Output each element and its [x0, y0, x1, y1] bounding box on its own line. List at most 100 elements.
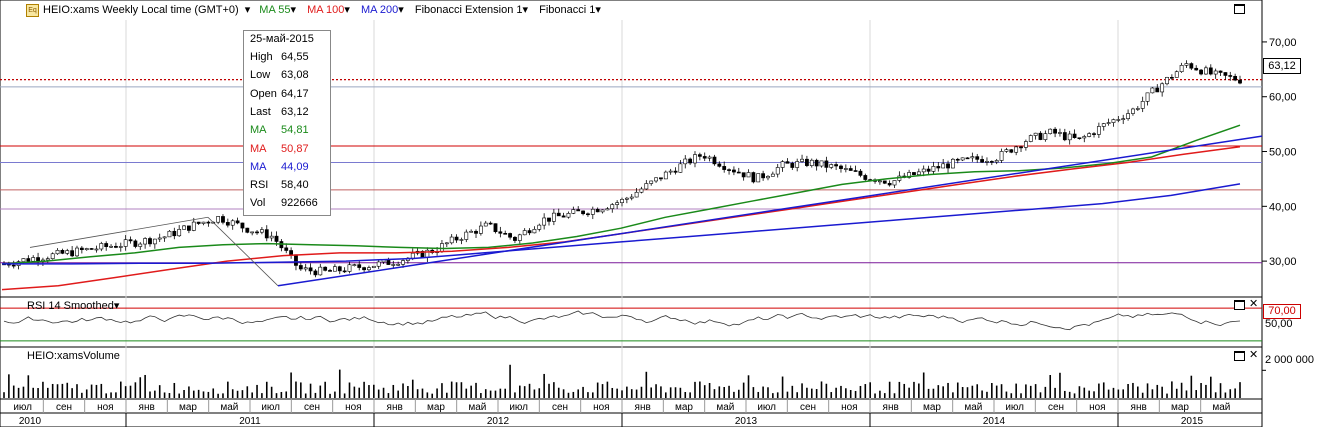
year-tick-label: 2014	[983, 416, 1006, 427]
candle-body	[785, 161, 790, 164]
candle-body	[444, 242, 449, 245]
candle-body	[284, 247, 289, 251]
rsi-panel-close-button[interactable]: ✕	[1249, 298, 1259, 310]
tooltip-value: 922666	[278, 197, 318, 210]
candle-body	[503, 233, 508, 235]
volume-panel-title: HEIO:xamsVolume	[27, 350, 120, 362]
tooltip-key: High	[250, 51, 273, 63]
indicator-ma100[interactable]: MA 100	[307, 4, 345, 16]
candle-body	[201, 221, 206, 224]
candle-body	[308, 267, 313, 272]
candle-body	[313, 270, 318, 276]
candle-body	[196, 221, 201, 224]
candle-body	[1228, 75, 1233, 77]
candle-body	[970, 156, 975, 159]
candle-body	[318, 266, 323, 276]
candle-body	[595, 208, 600, 213]
month-tick-label: сен	[304, 402, 320, 413]
candle-body	[367, 267, 371, 271]
candle-body	[950, 158, 955, 169]
candle-body	[892, 180, 897, 186]
indicator-fib-extension[interactable]: Fibonacci Extension 1	[414, 4, 523, 16]
candle-body	[328, 270, 332, 272]
candle-body	[235, 220, 240, 224]
candle-body	[586, 213, 590, 216]
candle-body	[157, 237, 162, 240]
candle-body	[1126, 113, 1130, 119]
month-tick-label: ноя	[97, 402, 114, 413]
candle-body	[736, 171, 741, 174]
candle-body	[36, 257, 40, 262]
candle-body	[50, 253, 55, 259]
tooltip-value: 64,55	[278, 51, 309, 63]
price-panel-maximize-button[interactable]	[1234, 4, 1245, 14]
tooltip-row: High 64,55	[250, 51, 309, 65]
candle-body	[216, 216, 221, 223]
year-tick-label: 2012	[487, 416, 510, 427]
candle-body	[1135, 108, 1140, 110]
month-tick-label: янв	[1131, 402, 1147, 413]
candle-body	[240, 222, 245, 229]
eq-logo-icon[interactable]: Eq	[26, 4, 39, 17]
candle-body	[697, 154, 702, 157]
candle-body	[1096, 126, 1101, 135]
month-tick-label: июл	[757, 402, 776, 413]
candle-body	[99, 243, 104, 250]
candle-body	[1004, 149, 1009, 152]
tooltip-value: 44,09	[278, 160, 309, 173]
candle-body	[21, 258, 26, 262]
candle-body	[980, 159, 984, 163]
indicator-ma200[interactable]: MA 200	[360, 4, 399, 16]
candle-body	[800, 158, 804, 162]
candle-body	[654, 177, 658, 182]
candle-body	[143, 238, 148, 245]
candle-body	[323, 266, 328, 271]
candle-body	[488, 222, 493, 225]
candle-body	[94, 248, 99, 251]
candle-body	[819, 160, 824, 167]
candle-body	[843, 168, 848, 170]
candle-body	[853, 170, 858, 172]
volume-panel-maximize-button[interactable]	[1234, 351, 1245, 361]
fib-extension-line	[29, 216, 209, 248]
ma200-line	[2, 183, 1241, 265]
candle-body	[1145, 92, 1150, 102]
candle-body	[1165, 77, 1169, 85]
candle-body	[1014, 146, 1019, 153]
candle-body	[274, 235, 279, 242]
candle-body	[955, 158, 960, 161]
indicator-ma55[interactable]: MA 55	[259, 4, 291, 16]
candle-body	[522, 230, 527, 236]
candle-body	[1184, 63, 1189, 66]
candle-body	[722, 166, 727, 170]
candle-body	[571, 209, 576, 214]
candle-body	[187, 225, 191, 231]
candle-body	[1101, 123, 1106, 127]
candle-body	[478, 225, 483, 234]
candle-body	[590, 208, 595, 215]
rsi-panel-maximize-button[interactable]	[1234, 300, 1245, 310]
candle-body	[1106, 122, 1111, 124]
candle-body	[177, 229, 182, 237]
volume-panel-close-button[interactable]: ✕	[1249, 349, 1259, 361]
indicator-fibonacci[interactable]: Fibonacci 1	[539, 4, 596, 16]
candle-body	[260, 229, 264, 233]
candle-body	[45, 258, 50, 261]
candle-body	[371, 265, 376, 268]
candle-body	[508, 233, 512, 238]
candle-body	[1238, 79, 1242, 84]
candle-body	[493, 223, 498, 233]
candle-body	[999, 151, 1004, 161]
rsi-panel-title[interactable]: RSI 14 Smoothed▾	[27, 300, 120, 312]
tooltip-value: 63,12	[278, 105, 309, 118]
tooltip-key: RSI	[250, 179, 269, 192]
candle-body	[1087, 133, 1092, 137]
instrument-title[interactable]: HEIO:xams Weekly Local time (GMT+0)	[43, 4, 239, 16]
candle-body	[1033, 132, 1038, 136]
candle-body	[264, 229, 269, 239]
tooltip-value: 63,08	[278, 69, 309, 82]
candle-body	[936, 166, 941, 169]
month-tick-label: июл	[13, 402, 32, 413]
candle-body	[537, 224, 542, 230]
candle-body	[556, 212, 561, 217]
